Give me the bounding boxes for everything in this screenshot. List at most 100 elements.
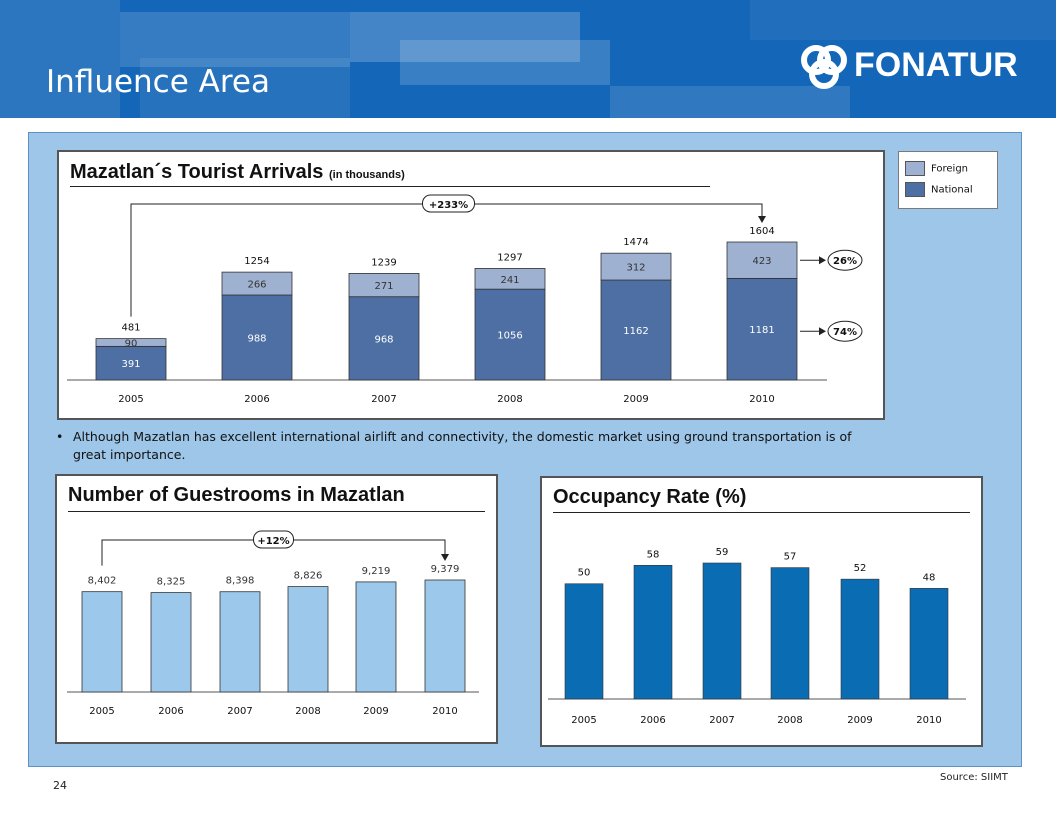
bar-foreign <box>95 338 167 347</box>
bar-guestrooms <box>355 581 397 693</box>
tick-label: 2010 <box>916 715 941 726</box>
bar-guestrooms <box>287 586 329 693</box>
growth-label: +233% <box>429 200 468 211</box>
page-title: Influence Area <box>46 64 270 100</box>
data-label-national: 968 <box>374 334 393 345</box>
decor-tile <box>0 0 120 118</box>
tick-label: 2007 <box>709 715 734 726</box>
bar-foreign <box>221 271 293 296</box>
data-label-total: 1239 <box>371 257 396 268</box>
data-label: 9,219 <box>362 566 391 577</box>
data-label-foreign: 90 <box>125 338 138 349</box>
legend-label-national: National <box>931 184 973 196</box>
data-label: 59 <box>716 547 729 558</box>
bar-occupancy <box>564 583 604 700</box>
share-foreign-arrowhead <box>819 256 826 265</box>
tick-label: 2009 <box>363 706 388 717</box>
bar-guestrooms <box>81 591 123 693</box>
arrivals-title: Mazatlan´s Tourist Arrivals (in thousand… <box>70 161 405 184</box>
tick-label: 2010 <box>432 706 457 717</box>
arrivals-subtitle: (in thousands) <box>328 169 405 181</box>
data-label-total: 1297 <box>497 252 522 263</box>
bar-national <box>600 279 672 381</box>
data-label-national: 988 <box>247 333 266 344</box>
guestrooms-title: Number of Guestrooms in Mazatlan <box>68 484 405 506</box>
share-foreign-label: 26% <box>833 256 857 267</box>
data-label-national: 1056 <box>497 331 522 342</box>
tick-label: 2008 <box>497 394 522 405</box>
occupancy-title: Occupancy Rate (%) <box>553 486 747 508</box>
bar-guestrooms <box>424 579 466 693</box>
bar-national <box>348 296 420 381</box>
share-national-arrowhead <box>819 327 826 336</box>
bar-occupancy <box>770 567 810 700</box>
bar-national <box>221 294 293 381</box>
data-label-total: 1474 <box>623 237 648 248</box>
bar-occupancy <box>840 578 880 700</box>
legend-swatch-national <box>905 182 925 197</box>
occupancy-title-rule <box>553 512 970 513</box>
bar-foreign <box>474 268 546 290</box>
bullet-text: Although Mazatlan has excellent internat… <box>73 429 852 462</box>
guestrooms-title-rule <box>68 511 485 512</box>
data-label-national: 391 <box>121 359 140 370</box>
growth-label: +12% <box>257 536 289 547</box>
data-label: 9,379 <box>431 564 460 575</box>
tick-label: 2009 <box>847 715 872 726</box>
legend-item-national: National <box>905 182 973 197</box>
occupancy-chart: 50 2005 58 2006 59 2007 57 2008 52 2009 48 2010 <box>548 547 966 726</box>
bar-foreign <box>726 241 798 279</box>
page-number: 24 <box>53 779 67 792</box>
tick-label: 2008 <box>295 706 320 717</box>
data-label-foreign: 312 <box>626 263 645 274</box>
legend-swatch-foreign <box>905 161 925 176</box>
growth-badge <box>253 530 294 549</box>
decor-tile <box>350 12 580 62</box>
occupancy-panel: Occupancy Rate (%) 50 2005 58 2006 59 2007 57 2… <box>540 476 983 747</box>
data-label: 58 <box>647 549 660 560</box>
tick-label: 2009 <box>623 394 648 405</box>
header-banner: Influence Area FONATUR <box>0 0 1056 118</box>
decor-tile <box>120 12 350 67</box>
arrivals-title-text: Mazatlan´s Tourist Arrivals <box>70 161 324 183</box>
bar-guestrooms <box>219 591 261 693</box>
bar-occupancy <box>909 588 949 700</box>
decor-tile <box>400 40 610 85</box>
tourist-arrivals-chart: 391 90 481 2005 988 266 1254 2006 968 271 1239 2007… <box>67 194 863 405</box>
data-label-foreign: 423 <box>752 256 771 267</box>
data-label-total: 1604 <box>749 226 774 237</box>
bar-national <box>726 277 798 381</box>
bar-national <box>474 288 546 381</box>
tick-label: 2008 <box>777 715 802 726</box>
bar-guestrooms <box>150 592 192 693</box>
data-label-total: 481 <box>121 323 140 334</box>
data-label: 50 <box>578 568 591 579</box>
bullet-symbol: • <box>56 429 64 444</box>
tick-label: 2006 <box>244 394 269 405</box>
data-label: 8,398 <box>226 576 255 587</box>
tick-label: 2007 <box>227 706 252 717</box>
tick-label: 2005 <box>89 706 114 717</box>
tick-label: 2006 <box>158 706 183 717</box>
data-label-national: 1181 <box>749 325 774 336</box>
decor-tile <box>610 86 850 118</box>
share-national-badge <box>827 320 863 342</box>
data-label: 52 <box>854 563 867 574</box>
guestrooms-chart: 8,402 2005 8,325 2006 8,398 2007 8,826 2008 9,21… <box>67 530 479 717</box>
tick-label: 2006 <box>640 715 665 726</box>
brand-name: FONATUR <box>854 46 1018 84</box>
fonatur-knot-icon <box>801 45 847 89</box>
share-foreign-badge <box>827 249 863 271</box>
bar-foreign <box>600 252 672 281</box>
data-label-total: 1254 <box>244 256 269 267</box>
bar-occupancy <box>633 565 673 700</box>
share-national-label: 74% <box>833 327 857 338</box>
bar-foreign <box>348 273 420 298</box>
data-label: 8,325 <box>157 577 186 588</box>
arrivals-title-rule <box>70 186 710 187</box>
data-label: 57 <box>784 552 797 563</box>
legend-label-foreign: Foreign <box>931 163 969 175</box>
decor-tile <box>140 58 350 118</box>
legend: Foreign National <box>898 151 998 209</box>
guestrooms-panel: Number of Guestrooms in Mazatlan 8,402 20… <box>55 474 498 744</box>
